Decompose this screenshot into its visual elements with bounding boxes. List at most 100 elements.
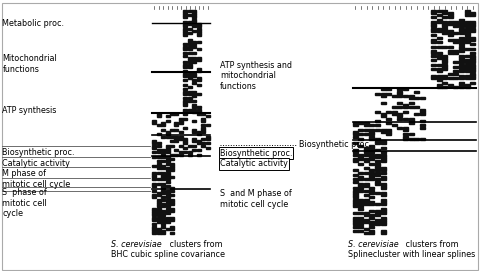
Bar	[192, 23, 196, 25]
Bar	[369, 158, 374, 160]
Bar	[398, 102, 402, 104]
Bar	[156, 230, 161, 232]
Bar	[192, 41, 196, 43]
Bar	[381, 129, 385, 131]
Bar	[459, 59, 464, 61]
Bar	[375, 143, 380, 144]
Bar	[364, 221, 369, 223]
Bar	[188, 32, 192, 34]
Bar	[381, 143, 385, 144]
Bar	[192, 145, 196, 147]
Bar	[459, 86, 464, 88]
Bar	[161, 192, 165, 194]
Bar	[188, 48, 192, 50]
Bar	[161, 199, 165, 201]
Bar	[184, 111, 187, 113]
Bar	[454, 70, 458, 72]
Bar	[381, 192, 385, 194]
Bar	[152, 210, 156, 212]
Bar	[403, 118, 408, 120]
Bar	[431, 10, 436, 12]
Bar	[381, 188, 385, 189]
Bar	[459, 75, 464, 77]
Bar	[437, 41, 441, 43]
Bar	[197, 143, 201, 144]
Bar	[403, 136, 408, 138]
Bar	[420, 113, 425, 115]
Bar	[152, 230, 156, 232]
Bar	[470, 39, 475, 41]
Bar	[442, 59, 447, 61]
Bar	[166, 149, 170, 151]
Bar	[381, 223, 385, 225]
Bar	[398, 88, 402, 91]
Bar	[166, 169, 170, 172]
Bar	[188, 75, 192, 77]
Bar	[184, 79, 187, 82]
Bar	[358, 172, 363, 174]
Bar	[465, 48, 469, 50]
Bar	[470, 48, 475, 50]
Text: Metabolic proc.: Metabolic proc.	[2, 19, 64, 28]
Bar	[470, 57, 475, 59]
Bar	[156, 205, 161, 207]
Bar	[437, 14, 441, 16]
Bar	[459, 68, 464, 70]
Bar	[152, 147, 156, 149]
Bar	[448, 14, 453, 16]
Bar	[470, 28, 475, 30]
Bar	[369, 178, 374, 180]
Bar	[192, 59, 196, 61]
Bar	[375, 221, 380, 223]
Bar	[201, 129, 205, 131]
Bar	[166, 221, 170, 223]
Bar	[442, 23, 447, 25]
Bar	[431, 59, 436, 61]
Bar	[170, 113, 174, 115]
Bar	[420, 120, 425, 122]
Bar	[353, 196, 357, 198]
Bar	[459, 43, 464, 46]
Bar	[184, 100, 187, 102]
Bar	[184, 109, 187, 111]
Bar	[161, 183, 165, 185]
Bar	[369, 214, 374, 217]
Bar	[179, 120, 183, 122]
Bar	[188, 93, 192, 95]
Bar	[375, 219, 380, 221]
Bar	[358, 156, 363, 158]
Bar	[392, 113, 397, 115]
Bar	[403, 129, 408, 131]
Bar	[161, 165, 165, 167]
Bar	[201, 120, 205, 122]
Bar	[364, 147, 369, 149]
Bar	[170, 154, 174, 156]
Bar	[375, 174, 380, 176]
Bar	[197, 107, 201, 108]
Bar	[470, 43, 475, 46]
Bar	[459, 23, 464, 25]
Bar	[381, 102, 385, 104]
Bar	[420, 109, 425, 111]
Bar	[381, 203, 385, 205]
Bar	[442, 57, 447, 59]
Bar	[375, 192, 380, 194]
Bar	[184, 14, 187, 16]
Bar	[459, 32, 464, 34]
Bar	[409, 98, 413, 99]
Bar	[437, 28, 441, 30]
Bar	[403, 133, 408, 136]
Bar	[364, 149, 369, 151]
Bar	[470, 62, 475, 63]
Bar	[409, 133, 413, 136]
Bar	[369, 223, 374, 225]
Bar	[197, 113, 201, 115]
Bar	[454, 50, 458, 52]
Bar	[369, 163, 374, 165]
Bar	[152, 214, 156, 217]
Text: Catalytic activity: Catalytic activity	[2, 159, 71, 167]
Bar	[465, 66, 469, 68]
Bar	[420, 124, 425, 127]
Bar	[353, 199, 357, 201]
Text: BHC cubic spline covariance: BHC cubic spline covariance	[111, 250, 225, 259]
